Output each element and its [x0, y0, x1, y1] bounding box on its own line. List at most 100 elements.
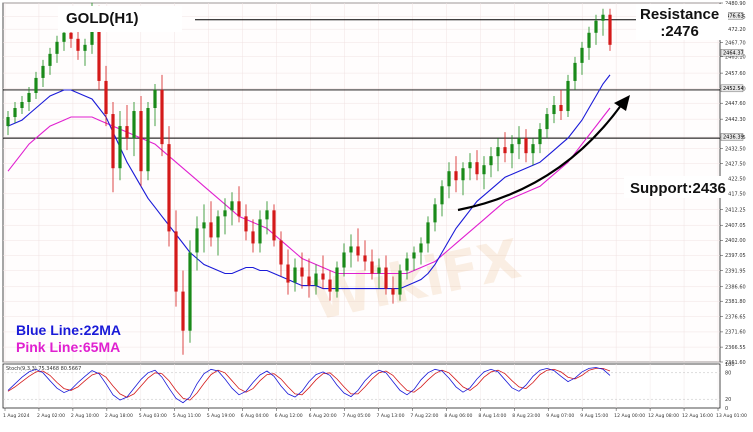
candle-body	[524, 138, 528, 154]
candle-body	[531, 144, 535, 154]
price-axis: 2480.902476.352472.202467.702463.102457.…	[720, 1, 746, 366]
candle-body	[405, 258, 409, 271]
candle-body	[13, 108, 17, 118]
candle-body	[601, 14, 605, 21]
price-flag-box	[720, 49, 744, 57]
price-tick-label: 2381.80	[725, 299, 746, 305]
candle-body	[146, 108, 150, 172]
candle-body	[181, 291, 185, 331]
candle-body	[566, 80, 570, 112]
candle-body	[272, 210, 276, 241]
candle-body	[167, 144, 171, 232]
price-tick-label: 2366.55	[725, 345, 746, 351]
price-tick-label: 2391.95	[725, 268, 746, 274]
time-tick-label: 8 Aug 06:00	[444, 413, 472, 419]
resistance-label-line2: :2476	[660, 23, 699, 40]
candle-body	[97, 11, 101, 81]
price-tick-label: 2442.30	[725, 117, 746, 123]
candle-body	[349, 246, 353, 253]
stochastic-label: Stoch(9,3,3) 75.3468 80.5667	[6, 366, 82, 372]
candle-body	[174, 231, 178, 292]
price-tick-label: 2467.70	[725, 41, 746, 47]
stoch-tick-label: 80	[725, 371, 731, 377]
candle-body	[244, 216, 248, 232]
candle-body	[195, 228, 199, 253]
candle-body	[230, 201, 234, 211]
price-tick-label: 2397.05	[725, 253, 746, 259]
candle-body	[419, 243, 423, 253]
candle-body	[510, 144, 514, 154]
candle-body	[391, 288, 395, 295]
candle-body	[489, 156, 493, 166]
candle-body	[440, 186, 444, 205]
price-flag-label: 2436.39	[723, 135, 744, 141]
candle-body	[76, 38, 80, 51]
candle-body	[83, 44, 87, 51]
candle-body	[258, 219, 262, 244]
candle-body	[216, 216, 220, 238]
title-box	[58, 6, 182, 32]
time-tick-label: 12 Aug 00:00	[614, 413, 645, 419]
candle-body	[55, 41, 59, 54]
price-flag-box	[720, 84, 744, 93]
candle-body	[447, 171, 451, 187]
price-tick-label: 2472.20	[725, 27, 746, 33]
candle-body	[384, 267, 388, 289]
price-tick-label: 2463.10	[725, 54, 746, 60]
candle-body	[587, 32, 591, 48]
candle-body	[363, 255, 367, 262]
candle-body	[223, 210, 227, 217]
candle-body	[153, 89, 157, 109]
support-label: Support:2436	[630, 180, 726, 197]
price-flag-label: 2464.37	[723, 51, 744, 57]
stoch-tick-label: 20	[725, 397, 731, 403]
candle-body	[454, 171, 458, 181]
price-tick-label: 2432.50	[725, 146, 746, 152]
candle-body	[118, 126, 122, 169]
time-tick-label: 8 Aug 23:00	[512, 413, 540, 419]
stoch-tick-label: 100	[725, 362, 735, 368]
price-tick-label: 2402.00	[725, 238, 746, 244]
candle-body	[69, 32, 73, 39]
price-flag-label: 2476.63	[723, 14, 744, 20]
candle-body	[545, 114, 549, 130]
candle-body	[293, 267, 297, 283]
price-tick-label: 2412.25	[725, 207, 746, 213]
candle-body	[552, 105, 556, 115]
time-tick-label: 7 Aug 13:00	[376, 413, 404, 419]
candle-body	[594, 20, 598, 33]
candle-body	[517, 138, 521, 145]
candle-body	[62, 32, 66, 42]
candle-body	[251, 231, 255, 244]
candle-body	[314, 273, 318, 286]
candle-body	[468, 162, 472, 169]
time-tick-label: 2 Aug 02:00	[37, 413, 65, 419]
candle-body	[237, 201, 241, 217]
time-tick-label: 12 Aug 08:00	[648, 413, 679, 419]
time-tick-label: 12 Aug 16:00	[682, 413, 713, 419]
price-tick-label: 2407.05	[725, 223, 746, 229]
price-tick-label: 2417.50	[725, 192, 746, 198]
price-tick-label: 2376.65	[725, 315, 746, 321]
time-tick-label: 7 Aug 05:00	[343, 413, 371, 419]
blue-line-legend: Blue Line:22MA	[16, 322, 122, 338]
candle-body	[125, 126, 129, 139]
candle-body	[202, 222, 206, 229]
candle-body	[132, 111, 136, 139]
candle-body	[426, 222, 430, 244]
candle-body	[307, 276, 311, 286]
candle-body	[48, 53, 52, 66]
price-tick-label: 2457.60	[725, 71, 746, 77]
resistance-label: Resistance :2476	[640, 6, 719, 40]
time-tick-label: 5 Aug 19:00	[207, 413, 235, 419]
candle-body	[370, 261, 374, 274]
candle-body	[20, 102, 24, 109]
candle-body	[300, 267, 304, 277]
candle-body	[286, 264, 290, 283]
candle-body	[342, 252, 346, 268]
candle-body	[412, 252, 416, 259]
price-tick-label: 2447.60	[725, 101, 746, 107]
stoch-k-line	[7, 367, 611, 404]
price-pane-frame	[2, 2, 721, 363]
candle-body	[461, 168, 465, 181]
